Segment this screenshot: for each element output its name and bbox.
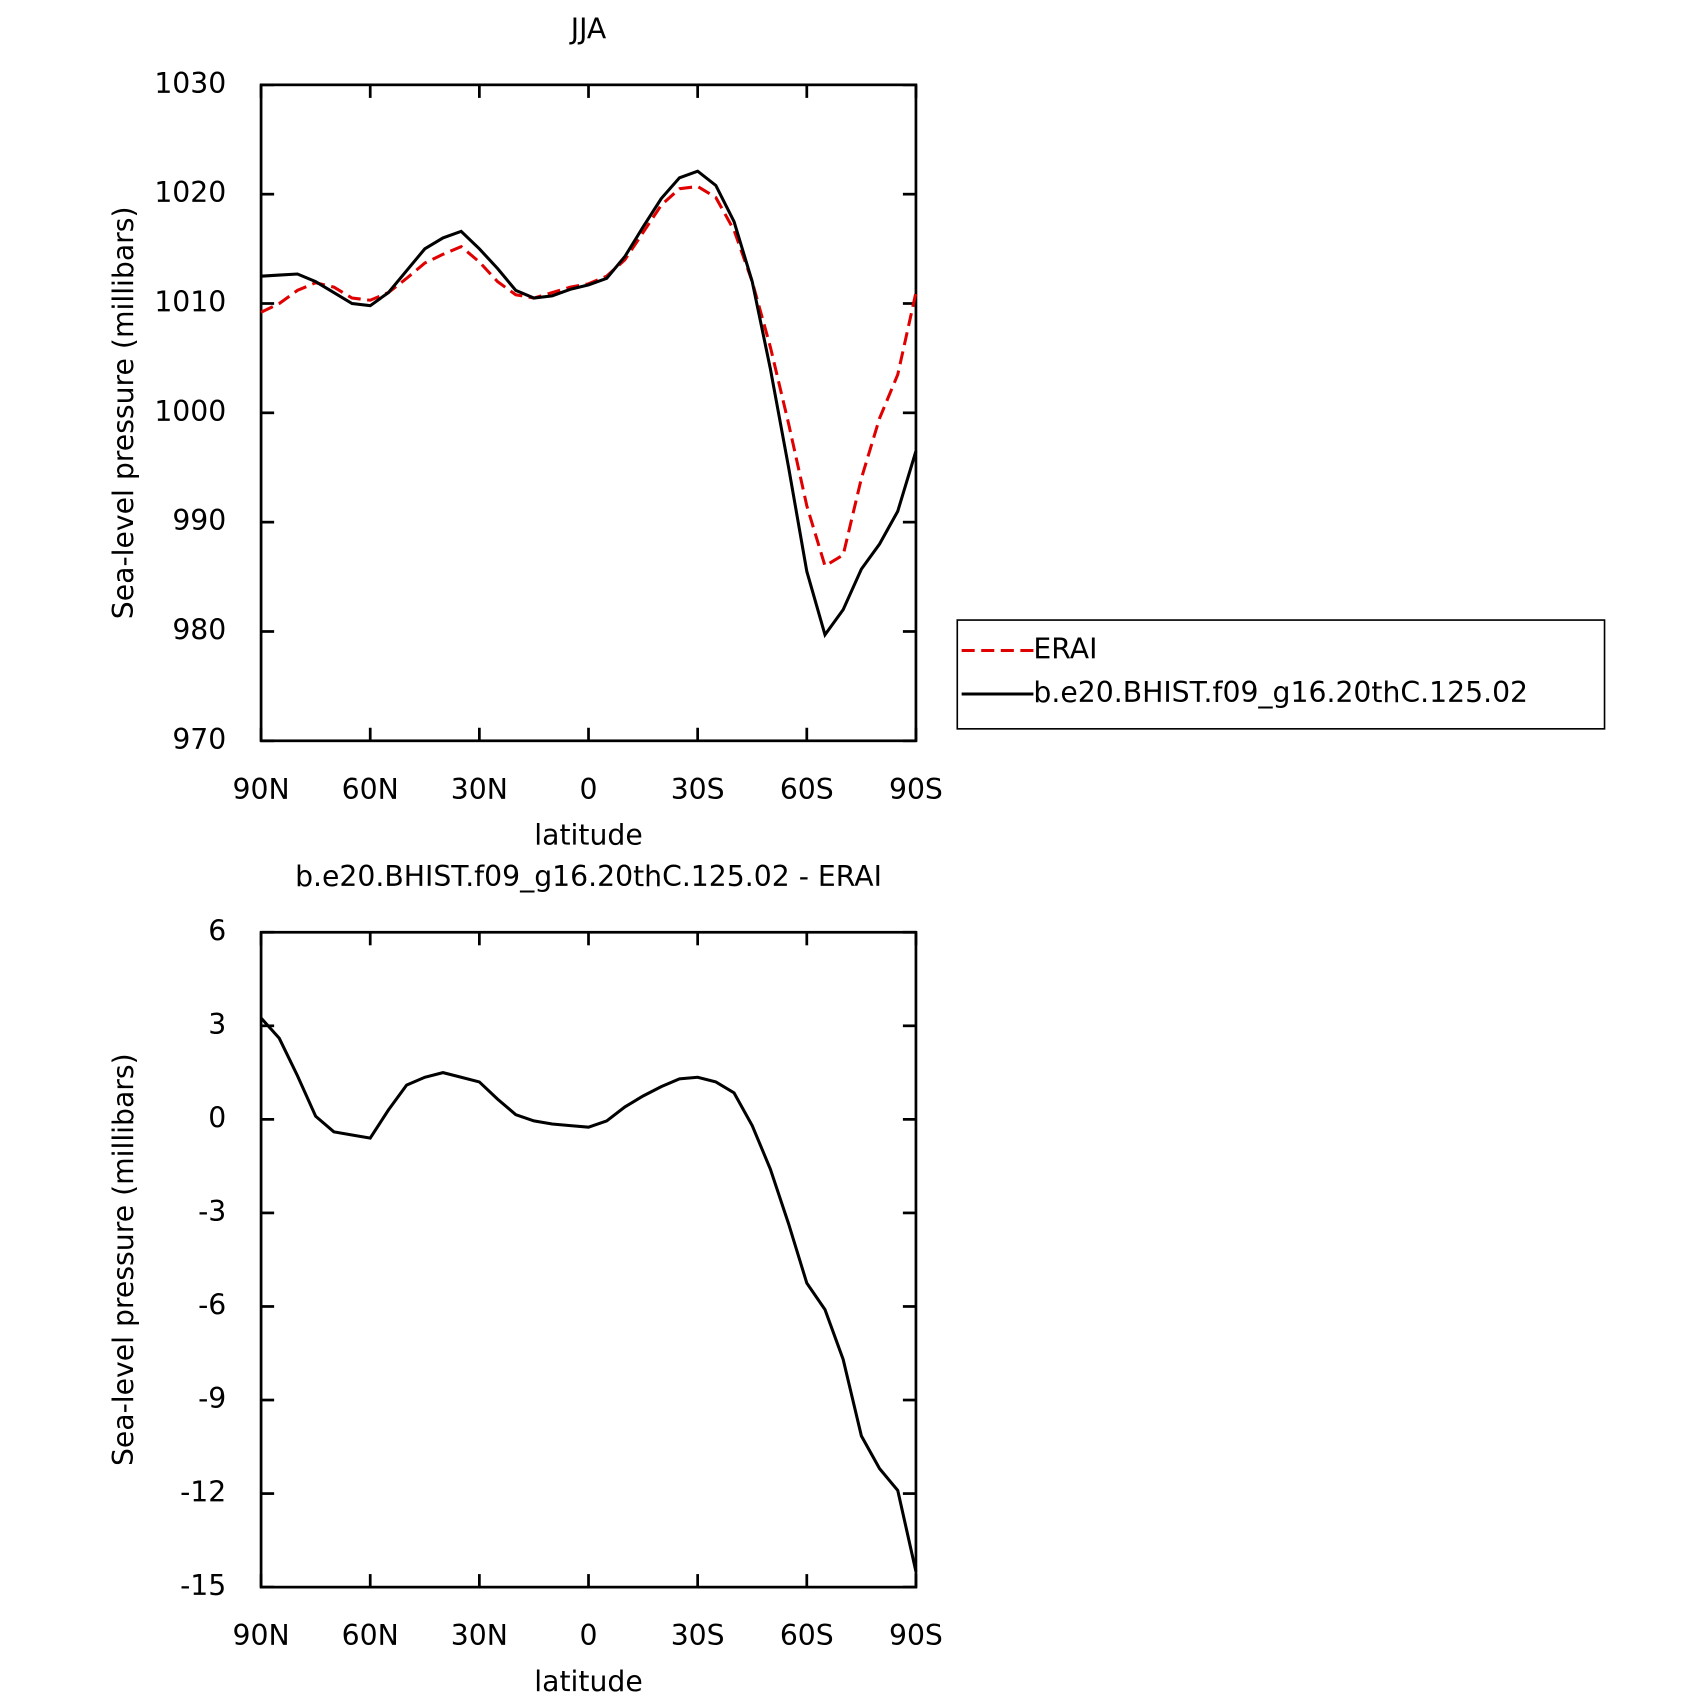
y-tick-label: 1000 bbox=[154, 395, 226, 428]
x-tick-label: 30S bbox=[671, 1619, 725, 1652]
y-tick-label: 6 bbox=[208, 914, 226, 947]
y-tick-label: 1020 bbox=[154, 176, 226, 209]
y-tick-label: 970 bbox=[172, 723, 226, 756]
x-tick-label: 90N bbox=[233, 773, 290, 806]
x-tick-label: 30S bbox=[671, 773, 725, 806]
y-tick-label: 1030 bbox=[154, 67, 226, 100]
x-tick-label: 90S bbox=[889, 773, 943, 806]
y-tick-label: -15 bbox=[180, 1569, 226, 1602]
chart-title: JJA bbox=[569, 12, 607, 45]
y-tick-label: -12 bbox=[180, 1476, 226, 1509]
x-tick-label: 60S bbox=[780, 773, 834, 806]
x-tick-label: 60N bbox=[342, 773, 399, 806]
y-tick-label: 3 bbox=[208, 1008, 226, 1041]
x-tick-label: 0 bbox=[580, 1619, 598, 1652]
y-tick-label: 990 bbox=[172, 504, 226, 537]
legend-label: ERAI bbox=[1033, 633, 1097, 666]
data-line bbox=[260, 169, 918, 639]
y-axis-label: Sea-level pressure (millibars) bbox=[107, 1053, 140, 1466]
legend-box bbox=[956, 619, 1606, 730]
y-tick-label: 0 bbox=[208, 1101, 226, 1134]
y-axis-label: Sea-level pressure (millibars) bbox=[107, 206, 140, 619]
y-tick-label: -3 bbox=[198, 1195, 226, 1228]
x-tick-label: 30N bbox=[451, 1619, 508, 1652]
x-tick-label: 0 bbox=[580, 773, 598, 806]
x-axis-label: latitude bbox=[534, 819, 642, 852]
chart-title: b.e20.BHIST.f09_g16.20thC.125.02 - ERAI bbox=[295, 860, 882, 893]
x-axis-label: latitude bbox=[534, 1665, 642, 1697]
y-tick-label: -6 bbox=[198, 1288, 226, 1321]
y-tick-label: 980 bbox=[172, 613, 226, 646]
legend-label: b.e20.BHIST.f09_g16.20thC.125.02 bbox=[1033, 676, 1528, 709]
plot-frame bbox=[259, 83, 918, 743]
x-tick-label: 30N bbox=[451, 773, 508, 806]
data-line bbox=[259, 1017, 918, 1572]
y-tick-label: -9 bbox=[198, 1382, 226, 1415]
x-tick-label: 60N bbox=[342, 1619, 399, 1652]
plot-frame bbox=[259, 930, 918, 1589]
y-tick-label: 1010 bbox=[154, 286, 226, 319]
x-tick-label: 60S bbox=[780, 1619, 834, 1652]
x-tick-label: 90S bbox=[889, 1619, 943, 1652]
x-tick-label: 90N bbox=[233, 1619, 290, 1652]
data-line bbox=[260, 184, 918, 569]
